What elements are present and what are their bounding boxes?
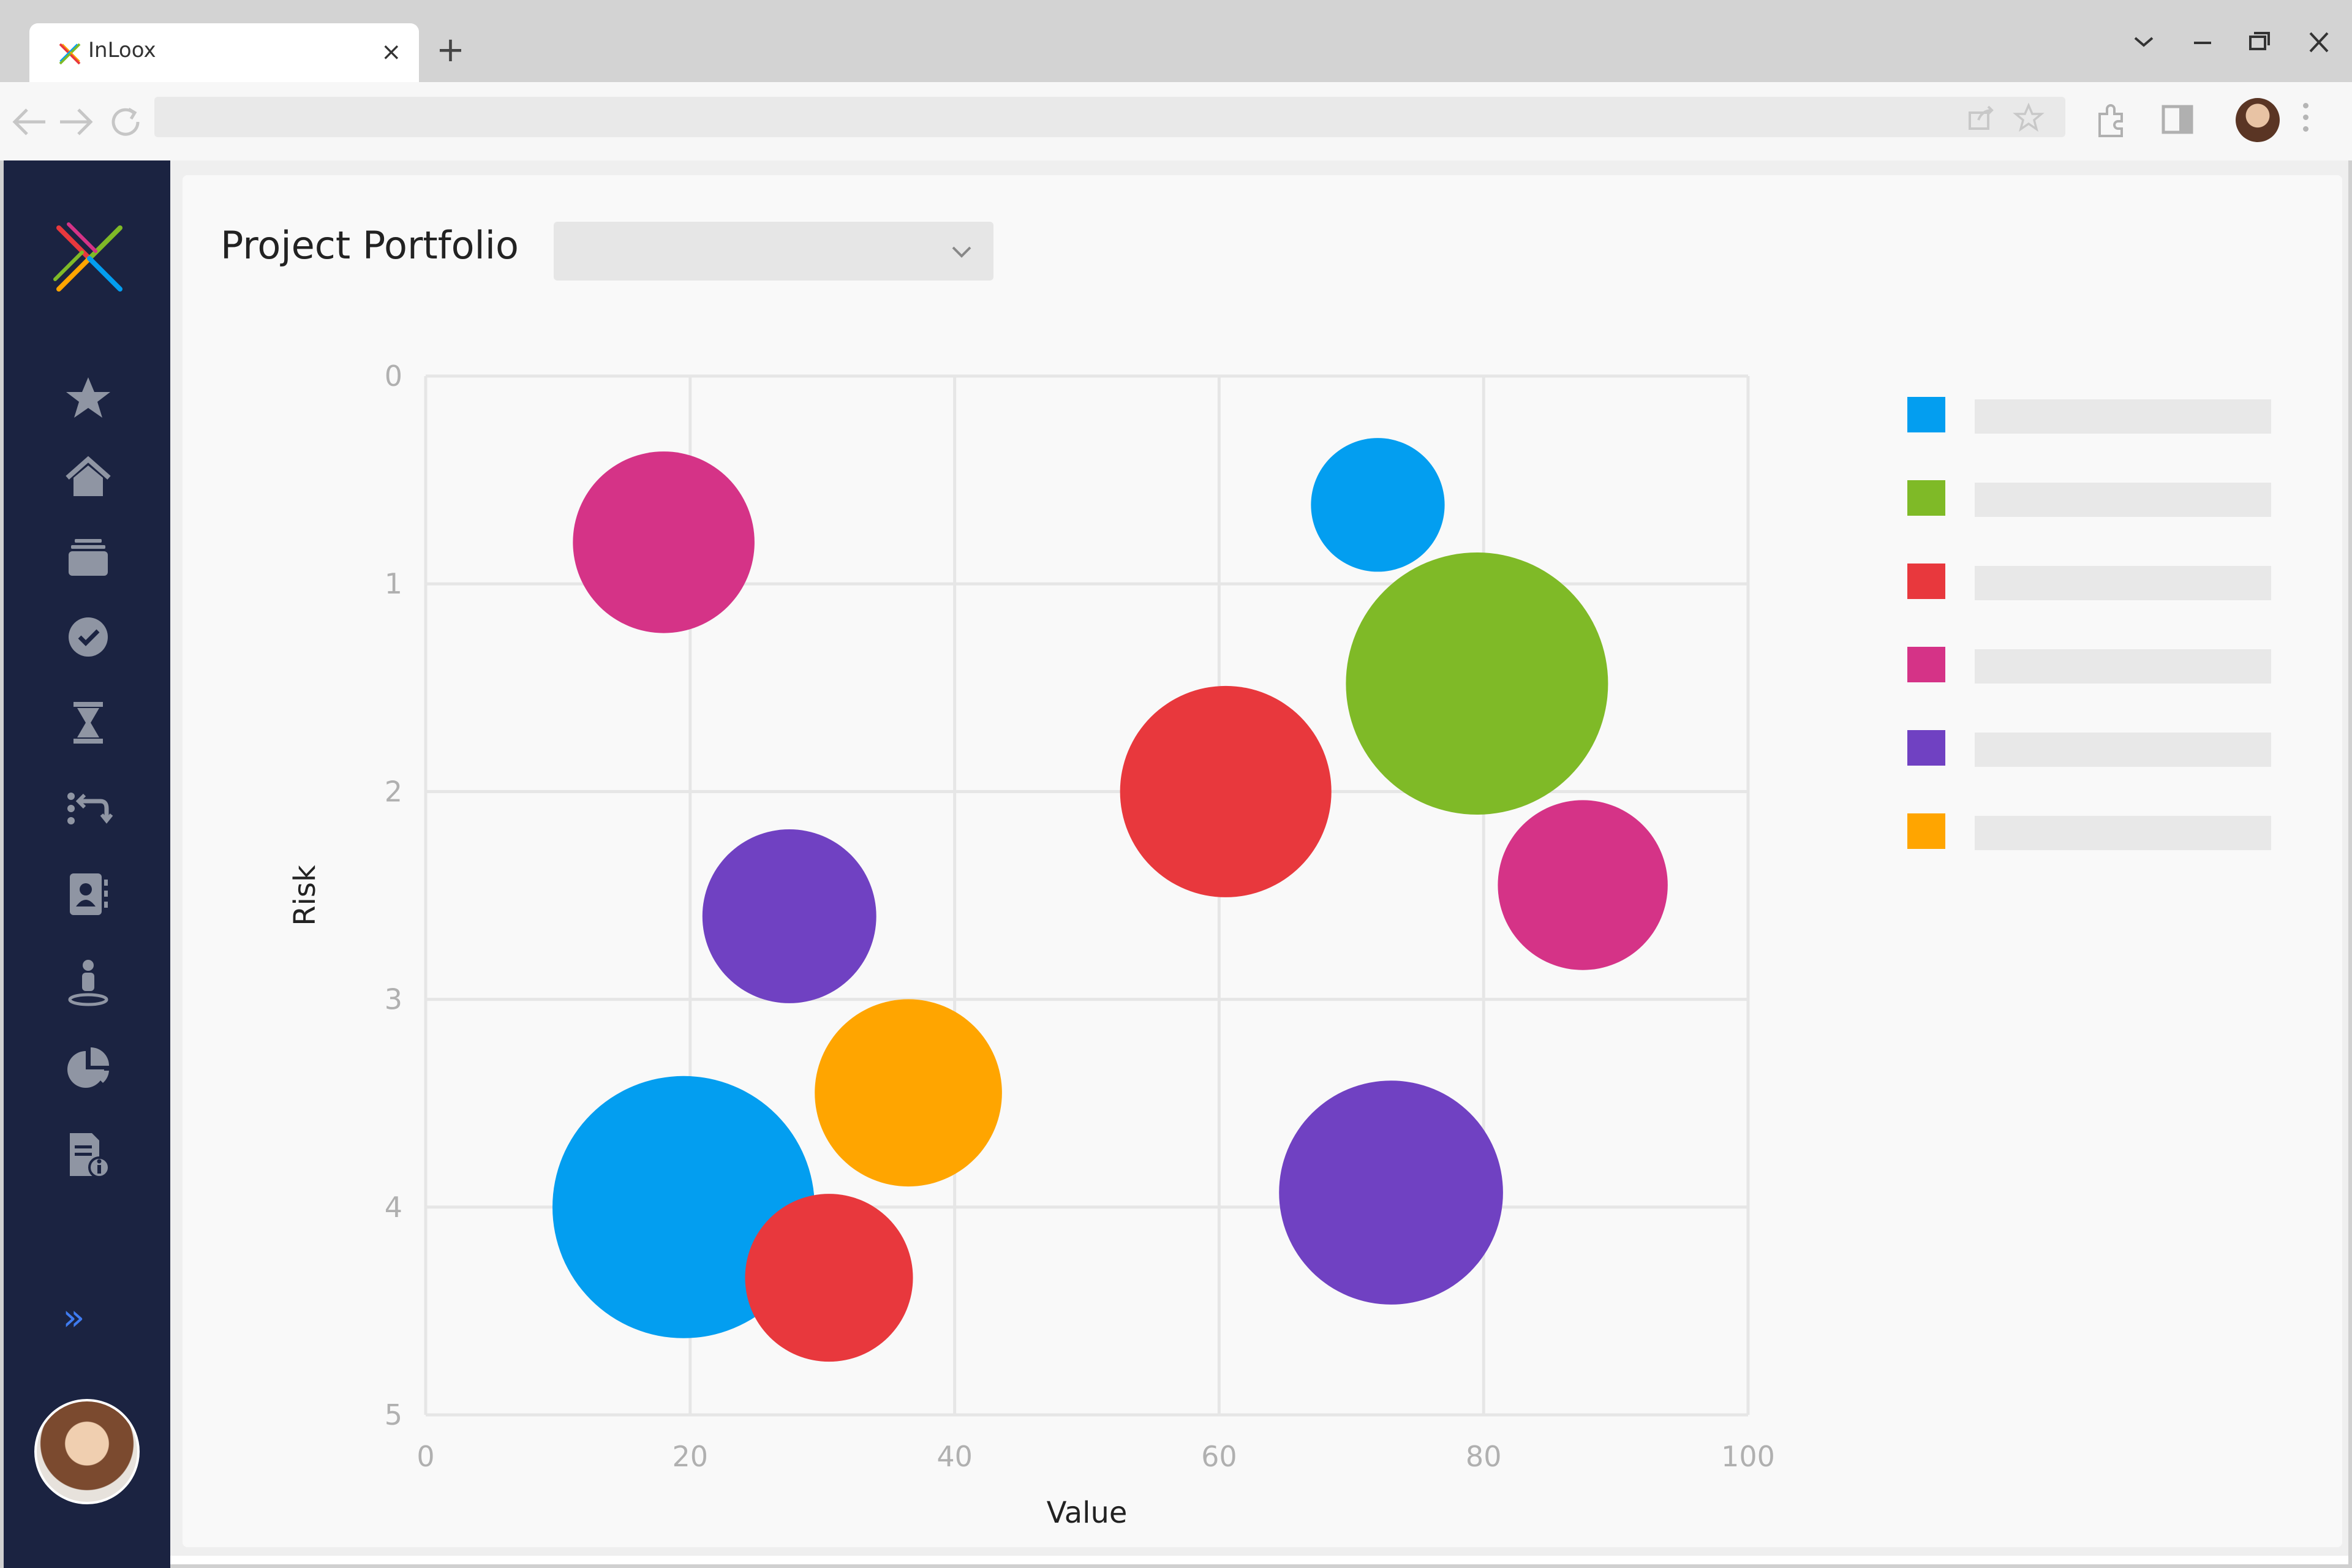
sidebar-item-home[interactable] — [62, 452, 114, 503]
x-tick-label: 0 — [417, 1440, 434, 1473]
bubble-point — [573, 451, 755, 633]
tab-title: InLoox — [88, 38, 156, 62]
minimize-icon[interactable] — [2184, 27, 2221, 58]
tab-search-chevron-icon[interactable] — [2125, 27, 2162, 58]
address-input[interactable] — [154, 97, 2065, 137]
portfolio-panel: Project Portfolio 0 20 40 60 80 100 0 1 2 3 4 5 Val… — [183, 175, 2342, 1547]
legend-swatch — [1907, 480, 1945, 516]
legend-swatch — [1907, 564, 1945, 599]
y-tick-label: 5 — [385, 1398, 402, 1431]
legend-item[interactable] — [1907, 644, 2271, 684]
x-tick-label: 100 — [1721, 1440, 1775, 1473]
legend-swatch — [1907, 813, 1945, 849]
chevron-down-icon — [952, 246, 971, 258]
sidebar-item-favorites[interactable] — [62, 372, 114, 424]
share-icon[interactable] — [1965, 102, 1997, 134]
bubble-point — [745, 1194, 913, 1362]
legend-item[interactable] — [1907, 561, 2271, 600]
bubble-point — [1498, 800, 1668, 970]
chart-bubbles — [552, 438, 1668, 1362]
sidebar-item-reports[interactable] — [62, 1042, 114, 1094]
x-axis-label: Value — [1047, 1496, 1128, 1530]
legend-label — [1975, 566, 2271, 600]
legend-label — [1975, 483, 2271, 517]
x-tick-label: 40 — [937, 1440, 973, 1473]
document-info-icon — [70, 1133, 110, 1178]
sidebar-item-documents[interactable] — [62, 1129, 114, 1181]
expand-sidebar-icon[interactable]: » — [62, 1296, 85, 1339]
page-title: Project Portfolio — [221, 223, 519, 268]
sidebar-item-projects[interactable] — [62, 532, 114, 583]
legend-item[interactable] — [1907, 728, 2271, 767]
y-tick-label: 0 — [385, 360, 402, 393]
inloox-logo-icon[interactable] — [47, 216, 132, 301]
legend-swatch — [1907, 397, 1945, 432]
inloox-favicon-icon — [59, 43, 81, 65]
y-tick-label: 3 — [385, 983, 402, 1016]
browser-tab-bar: InLoox × + — [0, 0, 2352, 82]
x-tick-label: 60 — [1201, 1440, 1237, 1473]
browser-menu-icon[interactable] — [2298, 99, 2313, 142]
browser-profile-avatar[interactable] — [2236, 98, 2280, 142]
home-icon — [66, 456, 111, 496]
bubble-point — [1346, 552, 1608, 815]
stack-icon — [69, 539, 108, 576]
legend-swatch — [1907, 647, 1945, 682]
sidebar-item-timetracking[interactable] — [62, 697, 114, 748]
pie-chart-icon — [67, 1047, 109, 1088]
reload-icon[interactable] — [104, 100, 147, 143]
bookmark-star-icon[interactable] — [2013, 102, 2045, 134]
y-axis-label: Risk — [288, 865, 322, 926]
browser-tab[interactable]: InLoox × — [29, 23, 419, 82]
legend-item[interactable] — [1907, 394, 2271, 434]
forward-arrow-icon[interactable] — [54, 100, 97, 143]
bubble-chart: 0 20 40 60 80 100 0 1 2 3 4 5 Value Risk — [288, 360, 1775, 1530]
user-avatar[interactable] — [34, 1399, 140, 1504]
legend-label — [1975, 816, 2271, 850]
x-tick-label: 80 — [1466, 1440, 1502, 1473]
check-circle-icon — [69, 617, 108, 657]
legend-swatch — [1907, 730, 1945, 766]
legend-item[interactable] — [1907, 478, 2271, 517]
x-tick-label: 20 — [673, 1440, 709, 1473]
bubble-point — [1311, 438, 1445, 572]
hourglass-icon — [74, 702, 103, 744]
y-tick-label: 1 — [385, 567, 402, 600]
person-pin-icon — [68, 960, 108, 1006]
tab-close-icon[interactable]: × — [381, 38, 402, 66]
sidebar-item-resources[interactable] — [62, 957, 114, 1008]
back-arrow-icon[interactable] — [9, 100, 51, 143]
star-icon — [66, 377, 110, 418]
bubble-point — [702, 829, 876, 1003]
bubble-point — [1279, 1080, 1503, 1305]
main-content: Project Portfolio 0 20 40 60 80 100 0 1 2 3 4 5 Val… — [170, 160, 2348, 1556]
y-tick-label: 2 — [385, 775, 402, 808]
workflow-arrows-icon — [67, 793, 113, 824]
legend-label — [1975, 649, 2271, 684]
sidebar-item-tasks[interactable] — [62, 611, 114, 663]
y-tick-label: 4 — [385, 1191, 402, 1224]
legend-label — [1975, 733, 2271, 767]
sidebar-item-contacts[interactable] — [62, 869, 114, 920]
extensions-puzzle-icon[interactable] — [2091, 98, 2134, 141]
side-panel-icon[interactable] — [2156, 98, 2199, 141]
legend-label — [1975, 399, 2271, 434]
bubble-point — [815, 999, 1002, 1187]
browser-toolbar — [0, 82, 2352, 160]
window-close-icon[interactable] — [2301, 27, 2337, 58]
chart-ticks: 0 20 40 60 80 100 0 1 2 3 4 5 — [385, 360, 1775, 1473]
new-tab-button[interactable]: + — [436, 30, 465, 70]
bubble-point — [1120, 685, 1332, 897]
app-sidebar: » — [4, 160, 170, 1568]
sidebar-item-workflow[interactable] — [62, 783, 114, 834]
legend-item[interactable] — [1907, 811, 2271, 850]
contact-card-icon — [70, 873, 108, 915]
restore-icon[interactable] — [2242, 27, 2278, 58]
portfolio-dropdown[interactable] — [554, 222, 993, 281]
